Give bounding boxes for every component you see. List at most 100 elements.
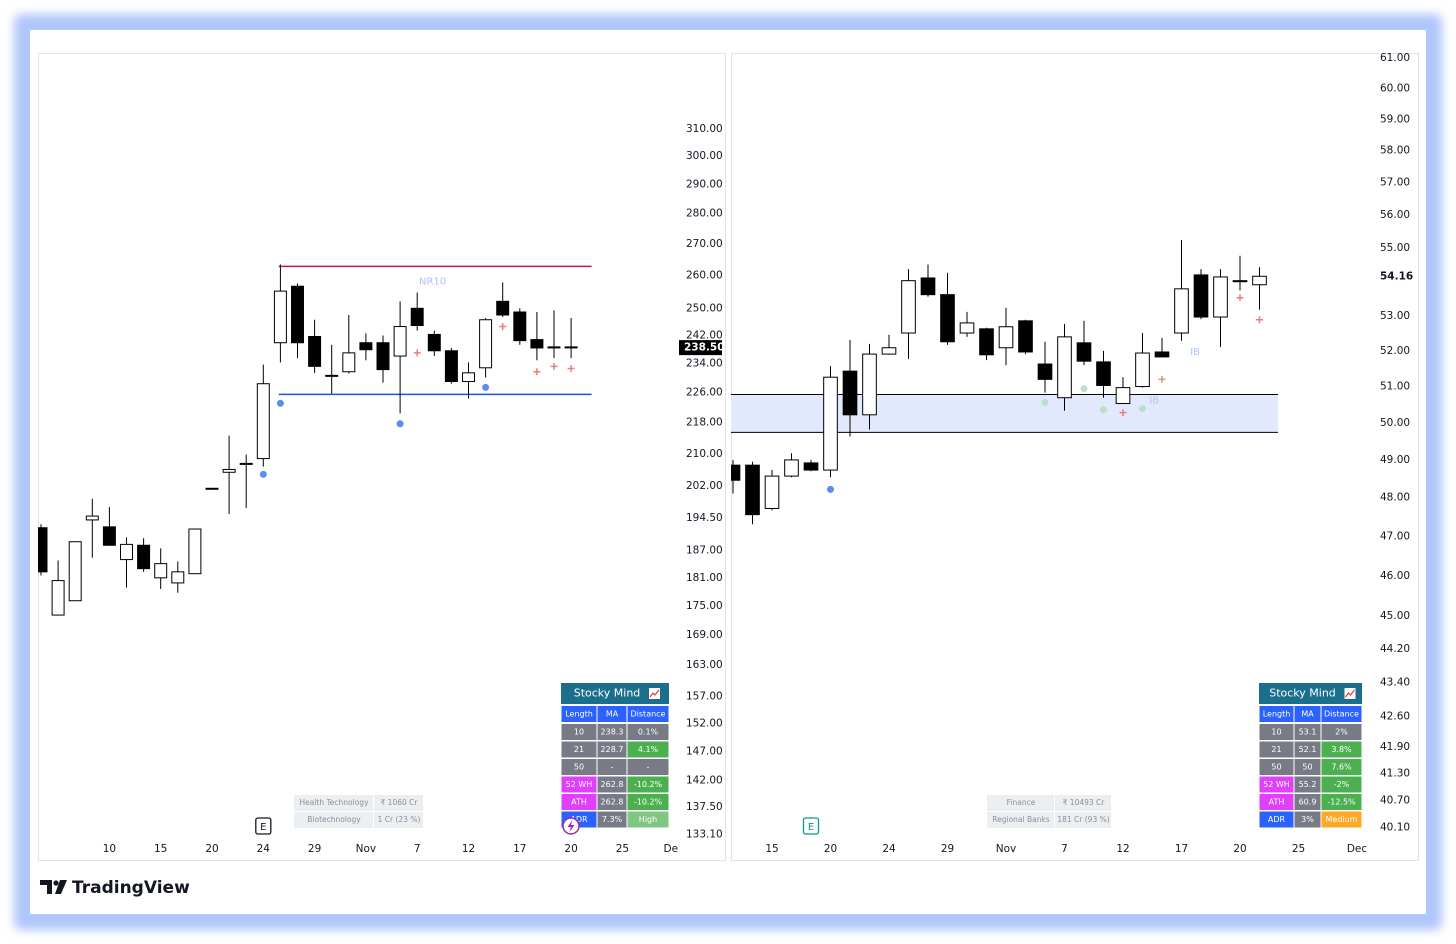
- x-tick-label: 25: [1292, 843, 1305, 855]
- y-tick-label: 169.00: [686, 629, 723, 641]
- annotation: IB: [1149, 396, 1159, 407]
- y-tick-label: 210.00: [686, 448, 723, 460]
- candle-body: [513, 311, 527, 342]
- candle-body: [393, 326, 407, 357]
- candle-body: [120, 543, 133, 561]
- plot-area: NR10: [38, 264, 592, 616]
- y-tick-label: 157.00: [686, 691, 723, 703]
- candle-body: [1037, 363, 1053, 380]
- charts: NR10 310.00 300.00 290.00 280.00 270.00 260.00…: [38, 52, 1414, 855]
- y-tick-label: 218.00: [686, 417, 723, 429]
- event-icon: [802, 817, 820, 835]
- candle-body: [479, 319, 493, 369]
- y-tick-label: 142.00: [686, 774, 723, 786]
- y-tick-label: 163.00: [686, 659, 723, 671]
- y-tick-label: 44.20: [1380, 643, 1410, 655]
- info-text: ₹ 1060 Cr: [381, 798, 419, 807]
- info-cell: [987, 812, 1054, 828]
- table-cell-text: 7.6%: [1331, 763, 1352, 772]
- table-cell: [561, 776, 597, 793]
- price-axis: 310.00 300.00 290.00 280.00 270.00 260.00 250.…: [686, 123, 723, 840]
- overlays: 238.50 E Health Technology ₹ 1060 Cr Biotech…: [255, 340, 725, 835]
- last-price-box: [679, 340, 722, 356]
- candle-body: [1193, 274, 1209, 318]
- table-cell-text: 52.1: [1299, 745, 1317, 754]
- table-cell-text: 2%: [1335, 728, 1348, 737]
- table-cell: [1259, 794, 1294, 810]
- x-tick-label: 7: [414, 843, 421, 855]
- candle-body: [239, 462, 253, 465]
- table-cell: [597, 776, 627, 793]
- table-cell-text: 52 WH: [566, 780, 593, 789]
- signal-plus: [567, 365, 575, 373]
- table-header: Length: [1263, 710, 1291, 719]
- signal-dot: [1139, 405, 1146, 413]
- table-cell-text: 60.9: [1299, 798, 1317, 807]
- y-tick-label: 270.00: [686, 238, 723, 250]
- zone: [731, 394, 1279, 433]
- candle-body: [1174, 288, 1189, 334]
- candle-body: [547, 346, 561, 349]
- candle-body: [102, 526, 116, 546]
- y-tick-label: 250.00: [686, 302, 723, 314]
- y-tick-label: 137.50: [686, 801, 723, 813]
- table-title-icon: [1344, 688, 1356, 699]
- table-cell-text: 21: [1271, 745, 1281, 754]
- table-title: Stocky Mind: [574, 687, 641, 700]
- signal-plus: [1119, 409, 1127, 417]
- table-cell-text: 53.1: [1299, 728, 1317, 737]
- candle-body: [862, 353, 877, 416]
- x-tick-label: 29: [308, 843, 321, 855]
- table-cell-text: -10.2%: [634, 780, 663, 789]
- table-header: Distance: [1324, 710, 1359, 719]
- y-tick-label: 60.00: [1380, 82, 1410, 94]
- candle-body: [137, 544, 151, 570]
- table-cell: [561, 741, 597, 758]
- table-cell-text: -2%: [1334, 780, 1350, 789]
- y-tick-label: 234.00: [686, 358, 723, 370]
- table-cell-text: Medium: [1326, 815, 1358, 824]
- info-cell: [374, 812, 423, 828]
- candle-body: [291, 285, 304, 344]
- table-cell: [1321, 811, 1362, 828]
- table-cell: [627, 811, 669, 828]
- table-cell-text: -: [611, 763, 614, 772]
- last-price-box: [1378, 269, 1414, 284]
- x-tick-label: Dec: [664, 843, 685, 855]
- candle-body: [881, 347, 897, 355]
- candle-body: [842, 370, 858, 416]
- candle-body: [940, 294, 955, 343]
- y-tick-label: 61.00: [1380, 52, 1410, 64]
- info-text: Finance: [1007, 798, 1036, 807]
- info-text: Health Technology: [299, 798, 369, 807]
- table-cell-text: 262.8: [601, 798, 624, 807]
- table-cell: [1294, 724, 1321, 740]
- signal-dot: [827, 485, 834, 493]
- y-tick-label: 41.90: [1380, 741, 1410, 753]
- signal-dot: [482, 383, 490, 391]
- table-cell-text: ATH: [571, 798, 587, 807]
- event-label: E: [808, 822, 814, 833]
- lightning-icon[interactable]: [562, 817, 580, 835]
- table-cell: [561, 759, 597, 775]
- brand-logo: [40, 880, 67, 894]
- y-tick-label: 41.30: [1380, 768, 1410, 780]
- info-text: ₹ 10493 Cr: [1063, 798, 1106, 807]
- y-tick-label: 181.00: [686, 572, 723, 584]
- candle-body: [901, 280, 916, 334]
- x-tick-label: 25: [616, 843, 629, 855]
- candle-body: [376, 342, 390, 371]
- table-cell-text: 7.3%: [602, 815, 623, 824]
- candle-body: [1057, 336, 1072, 399]
- candle-body: [745, 464, 760, 516]
- plot-area: IB IB: [731, 240, 1279, 525]
- table-cell: [1294, 759, 1321, 775]
- table-cell: [1321, 776, 1362, 793]
- signal-dot: [1080, 385, 1088, 393]
- candle-body: [359, 342, 373, 351]
- x-tick-label: 15: [154, 843, 167, 855]
- info-cell: [294, 795, 373, 811]
- x-tick-label: Dec: [1347, 843, 1368, 855]
- candle-body: [51, 580, 65, 616]
- x-tick-label: 20: [205, 843, 218, 855]
